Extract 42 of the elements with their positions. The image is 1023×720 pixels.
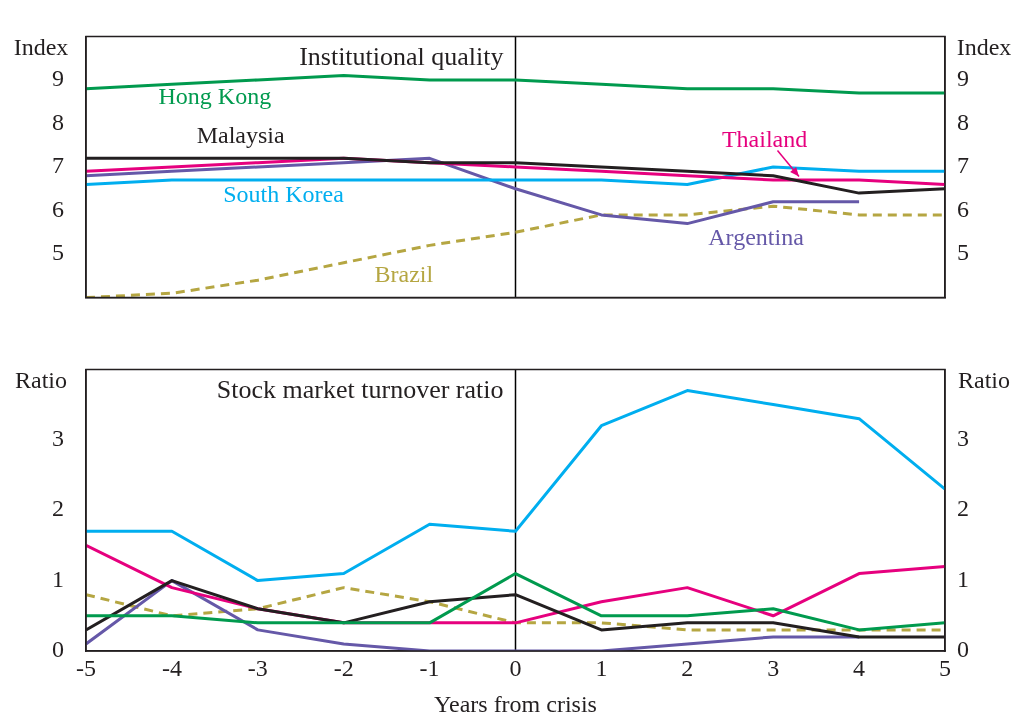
y-tick-label: 5 [52, 239, 64, 266]
y2-tick-label: 2 [957, 495, 969, 522]
y2-tick-label: 9 [957, 65, 969, 92]
x-tick-label: -5 [76, 654, 96, 681]
series-label: Argentina [708, 224, 805, 251]
y-tick-label: 1 [52, 565, 64, 592]
y-tick-label: 8 [52, 108, 64, 135]
series-label: Thailand [721, 126, 808, 153]
y-tick-label: 9 [52, 65, 64, 92]
y-tick-label: 3 [52, 425, 64, 452]
series-label: Hong Kong [158, 82, 272, 109]
x-tick-label: 1 [595, 654, 608, 681]
y2-tick-label: 1 [957, 565, 969, 592]
y2-tick-label: 5 [957, 239, 969, 266]
series-label: Malaysia [196, 121, 285, 148]
x-tick-label: 2 [681, 654, 694, 681]
series-label: South Korea [223, 180, 345, 207]
x-tick-label: -2 [333, 654, 354, 681]
y-tick-label: 7 [52, 152, 64, 179]
y-axis-title: Ratio [15, 366, 67, 393]
chart-title: Stock market turnover ratio [216, 375, 504, 405]
x-tick-label: 3 [767, 654, 780, 681]
x-axis-title: Years from crisis [434, 690, 597, 717]
x-tick-label: 5 [939, 654, 951, 681]
x-tick-label: -1 [419, 654, 440, 681]
x-tick-label: 0 [509, 654, 522, 681]
y2-tick-label: 6 [957, 195, 969, 222]
x-tick-label: -3 [247, 654, 268, 681]
x-tick-label: -4 [161, 654, 182, 681]
y2-tick-label: 3 [957, 425, 969, 452]
chart-title: Institutional quality [299, 42, 504, 72]
y2-tick-label: 0 [957, 636, 969, 663]
y-tick-label: 0 [52, 636, 64, 663]
y-tick-label: 2 [52, 495, 64, 522]
y2-axis-title: Ratio [958, 366, 1010, 393]
x-tick-label: 4 [853, 654, 866, 681]
series-label: Brazil [374, 261, 434, 288]
y-tick-label: 6 [52, 195, 64, 222]
y2-axis-title: Index [956, 33, 1012, 60]
y2-tick-label: 7 [957, 152, 969, 179]
y2-tick-label: 8 [957, 108, 969, 135]
y-axis-title: Index [13, 33, 69, 60]
